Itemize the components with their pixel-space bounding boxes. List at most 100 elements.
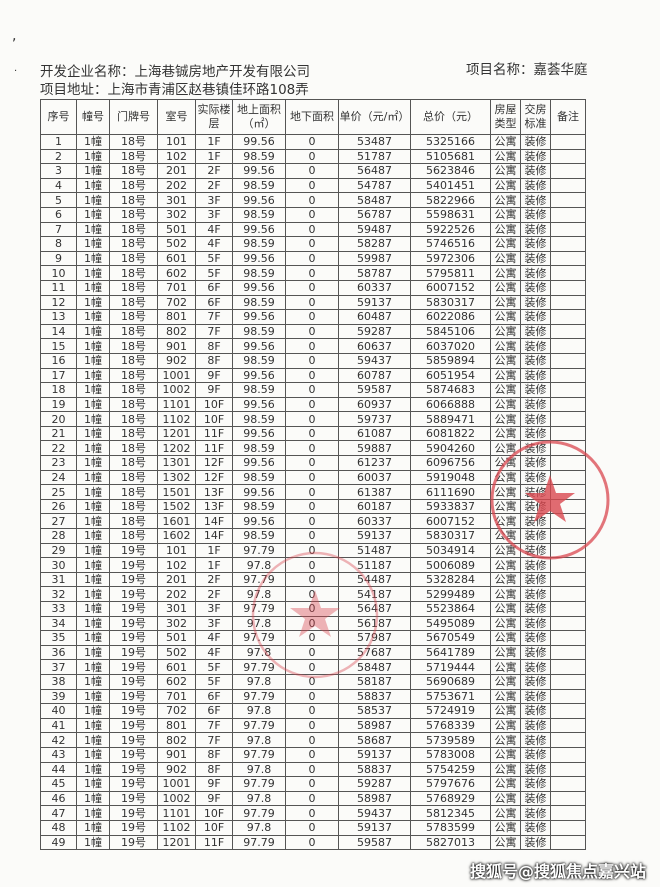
table-cell: 3F xyxy=(195,601,233,617)
table-cell: 42 xyxy=(40,732,77,748)
table-row: 14 1幢 18号 802 7F 98.59 0 59287 5845106 公寓 装修 xyxy=(40,323,586,340)
table-cell: 1F xyxy=(195,557,233,573)
table-cell: 1幢 xyxy=(76,396,110,413)
table-cell: 61237 xyxy=(338,455,411,471)
table-cell: 1幢 xyxy=(76,688,110,705)
table-cell xyxy=(550,776,586,792)
table-cell: 20 xyxy=(40,411,77,427)
table-cell: 公寓 xyxy=(490,688,521,705)
table-cell: 5598631 xyxy=(410,206,491,223)
table-cell: 公寓 xyxy=(490,425,521,442)
table-cell: 5F xyxy=(195,659,233,675)
table-cell: 58687 xyxy=(338,732,411,748)
table-header-row: 序号 幢号 门牌号 室号 实际楼层 地上面积（㎡） 地下面积 单价（元/㎡） 总价（元） 房屋类型… xyxy=(40,99,586,135)
table-cell: 801 xyxy=(157,717,196,734)
table-cell: 装修 xyxy=(520,644,551,661)
table-cell: 502 xyxy=(157,236,196,252)
table-cell: 5623846 xyxy=(410,163,491,179)
table-cell: 6007152 xyxy=(410,513,491,530)
table-cell: 28 xyxy=(40,528,77,544)
table-cell: 501 xyxy=(157,221,196,238)
column-header: 地上面积（㎡） xyxy=(232,99,286,135)
table-cell: 601 xyxy=(157,250,196,267)
table-cell: 6081822 xyxy=(410,425,491,442)
table-row: 13 1幢 18号 801 7F 99.56 0 60487 6022086 公寓 装修 xyxy=(40,309,586,325)
table-cell: 5783008 xyxy=(410,746,491,763)
table-cell: 802 xyxy=(157,323,196,340)
table-cell: 装修 xyxy=(520,615,551,632)
table-cell: 公寓 xyxy=(490,469,521,486)
table-cell: 0 xyxy=(285,528,339,544)
table-cell: 19号 xyxy=(109,834,158,851)
table-cell xyxy=(550,192,586,208)
table-cell: 0 xyxy=(285,455,339,471)
table-cell: 56487 xyxy=(338,163,411,179)
table-cell: 1幢 xyxy=(76,586,110,602)
table-cell: 7F xyxy=(195,323,233,340)
table-cell: 装修 xyxy=(520,659,551,675)
table-cell: 202 xyxy=(157,586,196,602)
table-cell: 5797676 xyxy=(410,776,491,792)
table-cell: 99.56 xyxy=(232,484,286,500)
table-cell: 0 xyxy=(285,615,339,632)
table-cell: 19号 xyxy=(109,790,158,807)
table-cell: 公寓 xyxy=(490,571,521,588)
table-cell: 15 xyxy=(40,338,77,354)
table-row: 2 1幢 18号 102 1F 98.59 0 51787 5105681 公寓 装修 xyxy=(40,148,586,165)
table-cell: 1102 xyxy=(157,411,196,427)
table-row: 15 1幢 18号 901 8F 99.56 0 60637 6037020 公寓 装修 xyxy=(40,338,586,354)
table-cell: 59587 xyxy=(338,834,411,851)
table-cell xyxy=(550,673,586,690)
table-cell: 0 xyxy=(285,819,339,836)
table-cell: 5719444 xyxy=(410,659,491,675)
table-cell xyxy=(550,790,586,807)
table-cell: 19号 xyxy=(109,776,158,792)
table-cell xyxy=(550,557,586,573)
table-cell: 56787 xyxy=(338,206,411,223)
table-cell: 公寓 xyxy=(490,615,521,632)
table-cell: 102 xyxy=(157,148,196,165)
table-cell: 装修 xyxy=(520,192,551,208)
table-cell: 1幢 xyxy=(76,367,110,384)
table-cell: 1幢 xyxy=(76,192,110,208)
table-cell: 5724919 xyxy=(410,703,491,719)
table-cell: 7F xyxy=(195,717,233,734)
table-cell: 18号 xyxy=(109,134,158,150)
table-row: 5 1幢 18号 301 3F 99.56 0 58487 5822966 公寓 装修 xyxy=(40,192,586,208)
table-cell: 702 xyxy=(157,294,196,311)
table-cell: 公寓 xyxy=(490,192,521,208)
table-row: 36 1幢 19号 502 4F 97.8 0 57687 5641789 公寓 装修 xyxy=(40,644,586,661)
table-cell: 1201 xyxy=(157,425,196,442)
table-cell: 0 xyxy=(285,746,339,763)
table-cell: 9F xyxy=(195,776,233,792)
table-cell: 1002 xyxy=(157,790,196,807)
table-cell: 1幢 xyxy=(76,790,110,807)
table-cell: 1幢 xyxy=(76,528,110,544)
table-cell: 61387 xyxy=(338,484,411,500)
table-cell: 602 xyxy=(157,265,196,281)
table-cell: 98.59 xyxy=(232,352,286,369)
table-cell: 0 xyxy=(285,309,339,325)
table-cell: 1501 xyxy=(157,484,196,500)
table-cell: 公寓 xyxy=(490,382,521,398)
table-cell xyxy=(550,382,586,398)
table-cell: 12 xyxy=(40,294,77,311)
table-cell: 19号 xyxy=(109,644,158,661)
table-cell: 102 xyxy=(157,557,196,573)
table-cell xyxy=(550,761,586,778)
table-cell: 97.8 xyxy=(232,819,286,836)
table-cell: 公寓 xyxy=(490,396,521,413)
table-cell: 5 xyxy=(40,192,77,208)
table-cell: 8 xyxy=(40,236,77,252)
table-cell: 0 xyxy=(285,761,339,778)
table-cell: 0 xyxy=(285,294,339,311)
table-cell: 1幢 xyxy=(76,615,110,632)
table-cell: 51187 xyxy=(338,557,411,573)
table-cell: 1幢 xyxy=(76,717,110,734)
table-cell: 802 xyxy=(157,732,196,748)
table-cell: 32 xyxy=(40,586,77,602)
table-cell: 702 xyxy=(157,703,196,719)
table-cell xyxy=(550,498,586,515)
table-cell: 60487 xyxy=(338,309,411,325)
table-cell: 0 xyxy=(285,411,339,427)
